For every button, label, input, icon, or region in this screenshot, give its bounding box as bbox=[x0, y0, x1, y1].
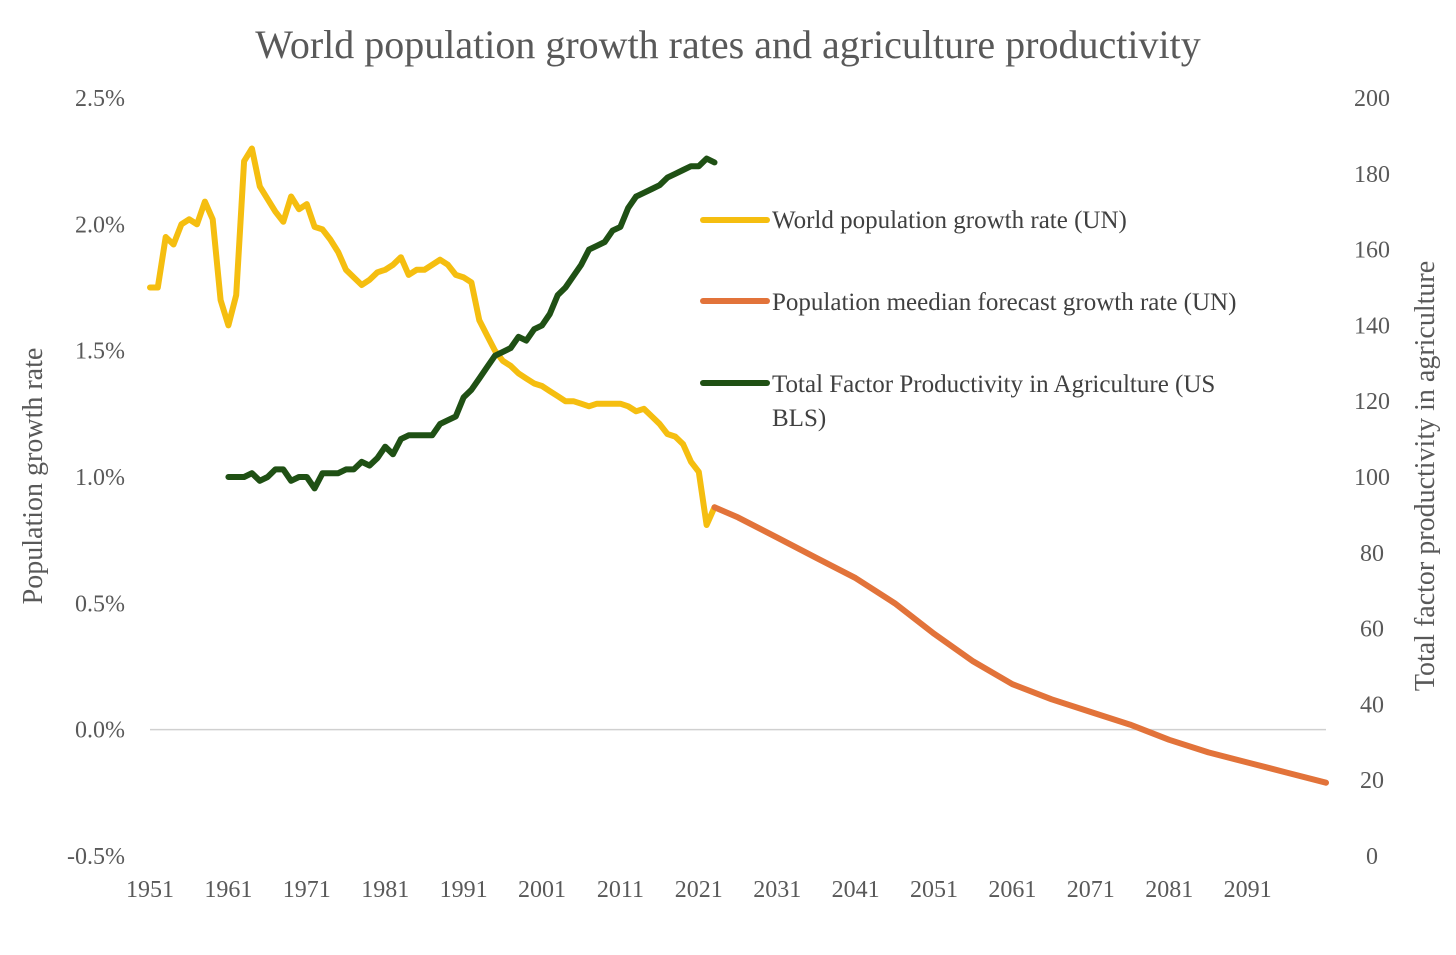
y-tick-label: 0.5% bbox=[75, 591, 125, 617]
y-tick-label: 1.5% bbox=[75, 339, 125, 365]
legend-label-population: World population growth rate (UN) bbox=[772, 207, 1127, 234]
y-tick-label: 1.0% bbox=[75, 465, 125, 491]
x-tick-label: 2031 bbox=[753, 877, 801, 903]
chart-title: World population growth rates and agricu… bbox=[255, 22, 1200, 67]
x-tick-label: 2051 bbox=[910, 877, 958, 903]
x-tick-label: 2021 bbox=[675, 877, 723, 903]
y-axis-left: 2.5% 2.0% 1.5% 1.0% 0.5% 0.0% -0.5% bbox=[67, 86, 125, 870]
y2-tick-label: 80 bbox=[1360, 541, 1384, 567]
x-tick-label: 1961 bbox=[204, 877, 252, 903]
x-tick-label: 2091 bbox=[1224, 877, 1272, 903]
series-layer bbox=[147, 145, 1329, 786]
y-tick-label: -0.5% bbox=[67, 844, 125, 870]
x-tick-label: 1981 bbox=[361, 877, 409, 903]
legend-label-tfp-line2: BLS) bbox=[772, 405, 826, 432]
x-tick-label: 1971 bbox=[283, 877, 331, 903]
legend-label-tfp: Total Factor Productivity in Agriculture… bbox=[772, 371, 1222, 432]
y2-tick-label: 200 bbox=[1354, 86, 1390, 112]
x-tick-label: 2081 bbox=[1145, 877, 1193, 903]
legend-item-population: World population growth rate (UN) bbox=[700, 207, 1127, 234]
y2-tick-label: 40 bbox=[1360, 692, 1384, 718]
y2-tick-label: 60 bbox=[1360, 617, 1384, 643]
series-line-forecast bbox=[711, 504, 1329, 786]
y2-tick-label: 120 bbox=[1354, 389, 1390, 415]
y2-tick-label: 160 bbox=[1354, 238, 1390, 264]
x-tick-label: 1951 bbox=[126, 877, 174, 903]
y2-axis-title: Total factor productivity in agriculture bbox=[1410, 261, 1441, 691]
x-tick-label: 2041 bbox=[832, 877, 880, 903]
series-line-population bbox=[147, 145, 718, 528]
x-axis: 1951 1961 1971 1981 1991 2001 2011 2021 2031 2041… bbox=[126, 877, 1272, 903]
y2-tick-label: 180 bbox=[1354, 162, 1390, 188]
y-tick-label: 2.0% bbox=[75, 212, 125, 238]
x-tick-label: 2061 bbox=[988, 877, 1036, 903]
x-tick-label: 2001 bbox=[518, 877, 566, 903]
x-tick-label: 2071 bbox=[1067, 877, 1115, 903]
legend-item-forecast: Population meedian forecast growth rate … bbox=[700, 289, 1236, 316]
legend: World population growth rate (UN) Popula… bbox=[700, 207, 1236, 432]
y-tick-label: 2.5% bbox=[75, 86, 125, 112]
legend-item-tfp: Total Factor Productivity in Agriculture… bbox=[700, 371, 1222, 432]
y2-tick-label: 100 bbox=[1354, 465, 1390, 491]
y2-tick-label: 0 bbox=[1366, 844, 1378, 870]
legend-label-forecast: Population meedian forecast growth rate … bbox=[772, 289, 1236, 316]
y2-tick-label: 140 bbox=[1354, 313, 1390, 339]
x-tick-label: 1991 bbox=[440, 877, 488, 903]
legend-label-tfp-line1: Total Factor Productivity in Agriculture… bbox=[772, 371, 1215, 398]
y2-tick-label: 20 bbox=[1360, 768, 1384, 794]
series-line-tfp bbox=[225, 155, 718, 492]
y-axis-title: Population growth rate bbox=[18, 348, 49, 605]
y-tick-label: 0.0% bbox=[75, 718, 125, 744]
x-tick-label: 2011 bbox=[597, 877, 644, 903]
